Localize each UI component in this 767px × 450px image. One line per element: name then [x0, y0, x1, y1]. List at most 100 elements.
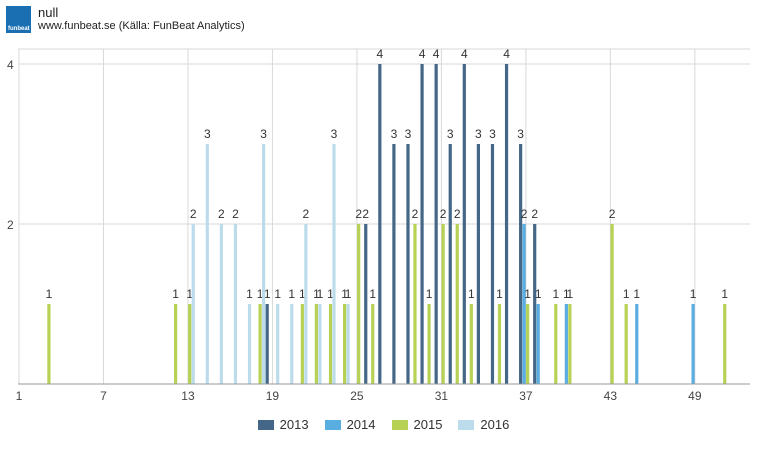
data-label-2015-week-31: 2 [440, 207, 447, 221]
bar-2016-week-17 [247, 304, 252, 384]
legend-item-2014[interactable]: 2014 [324, 417, 376, 432]
x-tick-label-37: 37 [519, 389, 533, 403]
data-label-2015-week-13: 1 [186, 287, 193, 301]
bar-2016-week-15 [219, 224, 223, 384]
data-label-2016-week-18: 3 [260, 127, 267, 141]
bar-2013-week-31 [434, 64, 438, 384]
data-label-2016-week-17: 1 [246, 287, 253, 301]
data-label-2013-week-33: 4 [461, 47, 468, 61]
bar-2015-week-30 [427, 304, 431, 384]
data-label-2015-week-3: 1 [46, 287, 53, 301]
data-label-2014-week-37: 2 [521, 207, 528, 221]
data-label-2016-week-19: 1 [274, 287, 281, 301]
data-label-2013-week-34: 3 [475, 127, 482, 141]
x-tick-label-19: 19 [266, 389, 280, 403]
data-label-2016-week-20: 1 [288, 287, 295, 301]
data-label-2015-week-35: 1 [496, 287, 503, 301]
x-tick-label-7: 7 [100, 389, 107, 403]
bar-2015-week-22 [314, 304, 319, 384]
data-label-2014-week-45: 1 [633, 287, 640, 301]
bar-2015-week-33 [469, 304, 473, 384]
x-tick-label-1: 1 [16, 389, 23, 403]
x-tick-label-25: 25 [350, 389, 364, 403]
legend-item-2015[interactable]: 2015 [391, 417, 442, 432]
legend-swatch-2016 [458, 419, 475, 430]
legend-label-2013: 2013 [279, 417, 309, 432]
data-label-2016-week-14: 3 [204, 127, 211, 141]
bar-2015-week-43 [610, 224, 614, 384]
y-tick-label-2: 2 [7, 218, 14, 232]
chart-subtitle: www.funbeat.se (Källa: FunBeat Analytics… [38, 20, 245, 32]
bar-2014-week-49 [691, 304, 695, 384]
logo-text: funbeat [8, 26, 30, 32]
bar-2013-week-35 [490, 144, 495, 384]
legend-item-2016[interactable]: 2016 [458, 417, 509, 432]
data-label-2015-week-32: 2 [454, 207, 461, 221]
bar-2015-week-24 [342, 304, 347, 384]
data-label-2013-week-27: 4 [376, 47, 383, 61]
bar-2016-week-23 [332, 144, 336, 384]
data-label-2014-week-49: 1 [690, 287, 697, 301]
bar-2015-week-18 [258, 304, 262, 384]
data-label-2015-week-33: 1 [468, 287, 475, 301]
data-label-2013-week-30: 4 [419, 47, 426, 61]
bar-2014-week-37 [522, 224, 526, 384]
funbeat-logo: funbeat [6, 6, 31, 33]
bar-2015-week-26 [371, 304, 375, 384]
bar-2016-week-14 [205, 144, 209, 384]
bar-2013-week-36 [504, 64, 509, 384]
bar-2013-week-19 [265, 304, 269, 384]
bar-2013-week-28 [392, 144, 396, 384]
data-label-2015-week-26: 1 [369, 287, 376, 301]
x-tick-label-43: 43 [604, 389, 618, 403]
data-label-2015-week-44: 1 [623, 287, 630, 301]
bar-2013-week-32 [448, 144, 452, 384]
bar-2015-week-35 [497, 304, 502, 384]
bar-2014-week-38 [536, 304, 540, 384]
bar-2014-week-45 [635, 304, 639, 384]
bar-2016-week-16 [233, 224, 238, 384]
data-label-2013-week-32: 3 [447, 127, 454, 141]
data-label-2016-week-21: 2 [303, 207, 310, 221]
chart-header: funbeat null www.funbeat.se (Källa: FunB… [6, 4, 406, 34]
legend-swatch-2015 [391, 419, 408, 430]
data-label-2013-week-28: 3 [391, 127, 398, 141]
x-tick-label-13: 13 [181, 389, 195, 403]
legend-label-2016: 2016 [480, 417, 510, 432]
bar-2013-week-33 [462, 64, 466, 384]
data-label-2013-week-19: 1 [264, 287, 271, 301]
data-label-2015-week-24: 1 [341, 287, 348, 301]
data-label-2016-week-13: 2 [190, 207, 197, 221]
data-label-2015-week-51: 1 [721, 287, 728, 301]
data-label-2013-week-36: 4 [503, 47, 510, 61]
bar-2016-week-18 [262, 144, 266, 384]
bar-2015-week-12 [174, 304, 178, 384]
bar-2016-week-19 [276, 304, 280, 384]
data-label-2015-week-12: 1 [172, 287, 179, 301]
data-label-2013-week-31: 4 [433, 47, 440, 61]
legend-item-2013[interactable]: 2013 [257, 417, 309, 432]
bar-2016-week-24 [346, 304, 350, 384]
data-label-2016-week-24: 1 [345, 287, 352, 301]
data-label-2014-week-38: 1 [535, 287, 542, 301]
data-label-2014-week-40: 1 [563, 287, 570, 301]
y-tick-label-4: 4 [7, 58, 14, 72]
data-label-2013-week-29: 3 [405, 127, 412, 141]
bar-2016-week-13 [191, 224, 195, 384]
data-label-2015-week-22: 1 [313, 287, 320, 301]
bar-2015-week-23 [328, 304, 333, 384]
bar-2013-week-34 [476, 144, 480, 384]
bar-2015-week-37 [526, 304, 530, 384]
legend-swatch-2013 [257, 419, 274, 430]
data-label-2013-week-35: 3 [489, 127, 496, 141]
bar-2013-week-26 [364, 224, 368, 384]
data-label-2013-week-38: 2 [531, 207, 538, 221]
data-label-2015-week-25: 2 [355, 207, 362, 221]
bar-2015-week-51 [723, 304, 727, 384]
bar-2013-week-38 [533, 224, 537, 384]
bar-2015-week-44 [624, 304, 628, 384]
data-label-2015-week-30: 1 [426, 287, 433, 301]
data-label-2016-week-23: 3 [331, 127, 338, 141]
data-label-2016-week-22: 1 [317, 287, 324, 301]
